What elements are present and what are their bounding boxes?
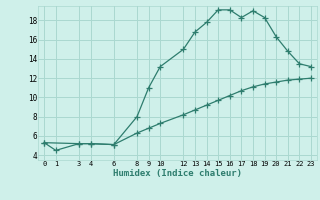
X-axis label: Humidex (Indice chaleur): Humidex (Indice chaleur) (113, 169, 242, 178)
